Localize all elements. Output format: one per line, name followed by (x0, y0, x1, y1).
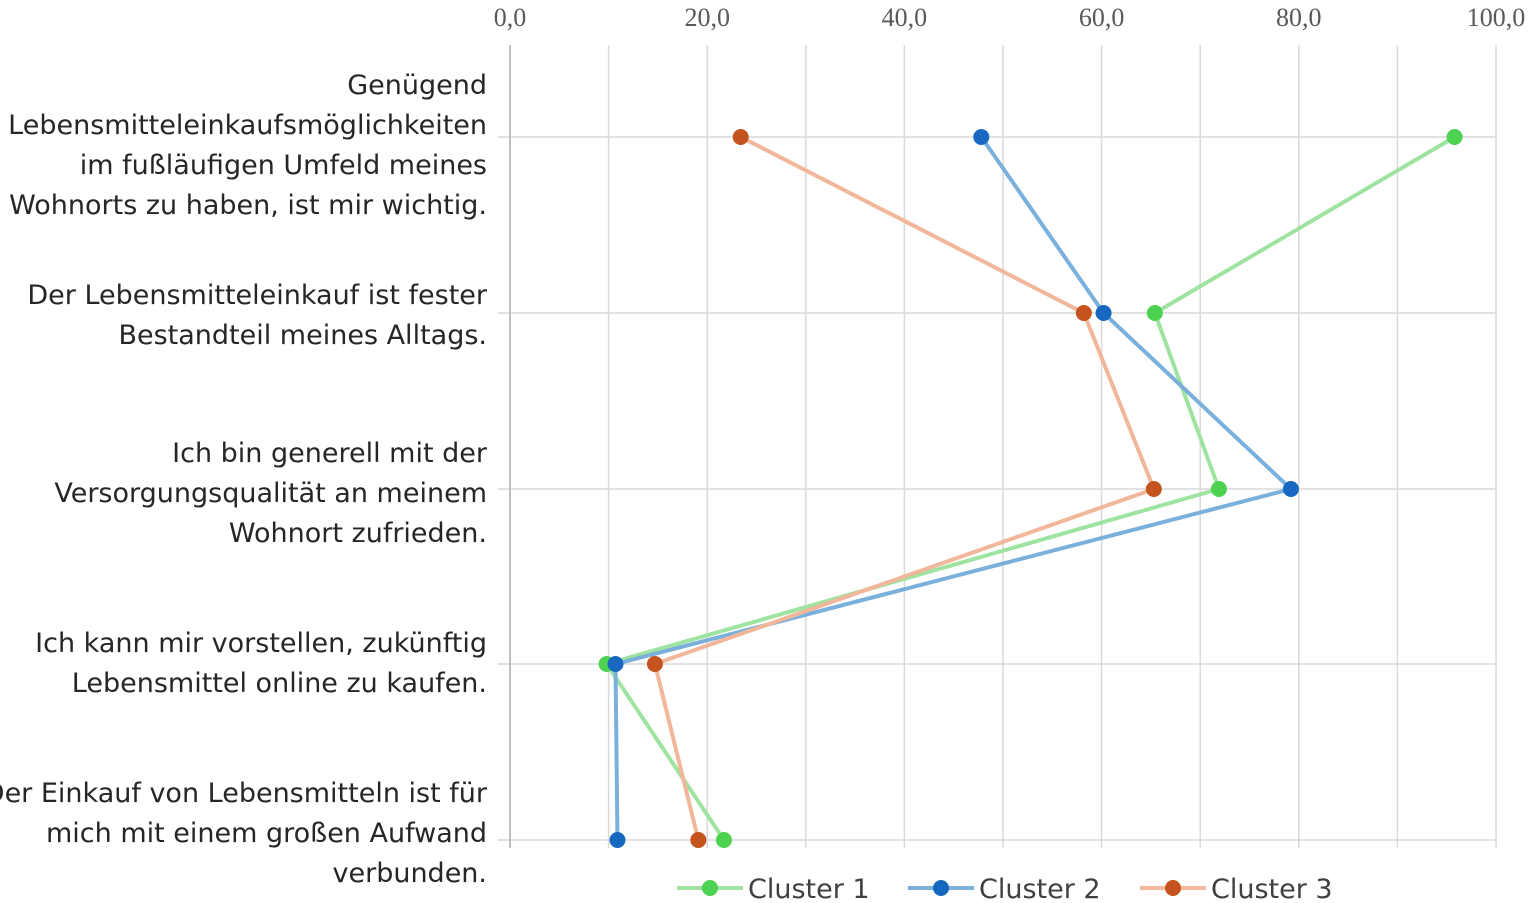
legend-label: Cluster 1 (748, 874, 870, 903)
data-point (1145, 481, 1162, 497)
x-tick-label: 0,0 (494, 3, 527, 32)
data-point (1146, 305, 1163, 321)
legend-swatch-marker (1165, 880, 1181, 896)
data-point (1095, 305, 1112, 321)
legend-item: Cluster 2 (908, 874, 1101, 903)
category-label: Genügend Lebensmitteleinkaufsmöglichkeite… (0, 66, 487, 226)
category-label-line: Ich bin generell mit der (172, 438, 487, 469)
category-label-line: Bestandteil meines Alltags. (118, 320, 487, 351)
category-label: Ich kann mir vorstellen, zukünftig Lebens… (0, 624, 487, 704)
x-tick-label: 60,0 (1079, 3, 1125, 32)
x-tick-label: 40,0 (882, 3, 928, 32)
category-label-line: Lebensmitteleinkaufsmöglichkeiten (8, 110, 487, 141)
x-tick-label: 80,0 (1276, 3, 1322, 32)
category-label-line: Der Lebensmitteleinkauf ist fester (27, 280, 487, 311)
category-label: Ich bin generell mit der Versorgungsquali… (0, 434, 487, 554)
data-point (715, 832, 732, 848)
category-label-line: Wohnort zufrieden. (228, 518, 487, 549)
category-label-line: mich mit einem großen Aufwand (45, 818, 487, 849)
category-label-line: Versorgungsqualität an meinem (54, 478, 487, 509)
legend-item: Cluster 1 (677, 874, 870, 903)
x-tick-label: 100,0 (1467, 3, 1526, 32)
legend-swatch-marker (933, 880, 949, 896)
category-label-line: Der Einkauf von Lebensmitteln ist für (0, 778, 487, 809)
legend: Cluster 1 Cluster 2 Cluster 3 (677, 874, 1333, 903)
series-2 (607, 129, 1299, 848)
data-point (1282, 481, 1299, 497)
data-point (609, 832, 626, 848)
data-point (690, 832, 707, 848)
legend-swatch-marker (702, 880, 718, 896)
category-label: Der Einkauf von Lebensmitteln ist für mic… (0, 774, 487, 894)
data-point (732, 129, 749, 145)
category-label-line: verbunden. (332, 858, 488, 889)
data-point (1210, 481, 1227, 497)
category-label-line: Lebensmittel online zu kaufen. (71, 668, 487, 699)
data-point (1446, 129, 1463, 145)
series-3 (646, 129, 1162, 848)
category-label-line: Genügend (347, 70, 487, 101)
x-axis-ticks: 0,0 20,0 40,0 60,0 80,0 100,0 (494, 3, 1526, 32)
data-point (646, 656, 663, 672)
data-point (1075, 305, 1092, 321)
category-label-line: Ich kann mir vorstellen, zukünftig (35, 628, 487, 659)
legend-item: Cluster 3 (1140, 874, 1333, 903)
category-label-line: im fußläufigen Umfeld meines (79, 150, 487, 181)
data-point (973, 129, 990, 145)
series-layer (598, 129, 1463, 848)
x-tick-label: 20,0 (684, 3, 730, 32)
legend-label: Cluster 3 (1211, 874, 1333, 903)
data-point (607, 656, 624, 672)
category-label-line: Wohnorts zu haben, ist mir wichtig. (9, 190, 487, 221)
category-label: Der Lebensmitteleinkauf ist fester Bestan… (0, 276, 487, 356)
legend-label: Cluster 2 (979, 874, 1101, 903)
grid-lines (498, 45, 1497, 848)
